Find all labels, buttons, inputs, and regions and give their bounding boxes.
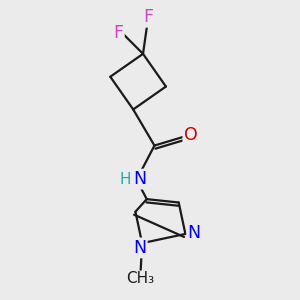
Text: N: N <box>188 224 201 242</box>
Text: F: F <box>113 24 123 42</box>
Text: N: N <box>133 239 146 257</box>
Text: F: F <box>143 8 153 26</box>
Text: N: N <box>134 170 147 188</box>
Text: H: H <box>120 172 131 187</box>
Text: O: O <box>184 126 198 144</box>
Text: CH₃: CH₃ <box>127 271 155 286</box>
